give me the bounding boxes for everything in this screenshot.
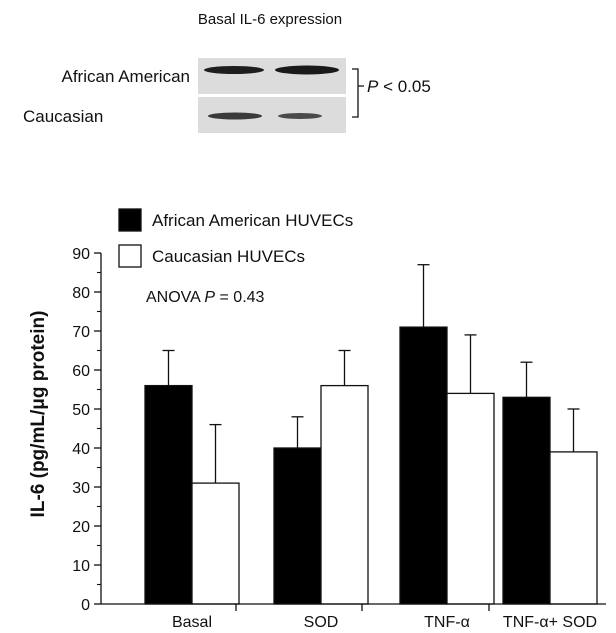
bar-african-american xyxy=(144,384,193,605)
legend-label: Caucasian HUVECs xyxy=(152,247,305,266)
y-tick-label: 60 xyxy=(72,363,90,380)
y-tick-label: 90 xyxy=(72,246,90,263)
legend: African American HUVECs Caucasian HUVECs xyxy=(118,208,353,268)
blot-band-aa-2 xyxy=(275,65,339,75)
y-tick-label: 40 xyxy=(72,441,90,458)
bar-african-american xyxy=(273,447,322,605)
bar-caucasian xyxy=(549,451,598,605)
legend-swatch xyxy=(118,208,142,232)
blot-label-african-american: African American xyxy=(62,67,191,86)
blot-lane-african-american xyxy=(198,58,346,94)
bar-caucasian xyxy=(191,482,240,605)
anova-annotation: ANOVA P = 0.43 xyxy=(146,289,265,306)
y-tick-label: 70 xyxy=(72,324,90,341)
blot-band-cau-2 xyxy=(278,113,322,119)
x-tick-label: Basal xyxy=(172,614,212,631)
blot-label-caucasian: Caucasian xyxy=(23,107,103,126)
blot-band-cau-1 xyxy=(208,112,262,120)
blot-significance: P < 0.05 xyxy=(367,77,431,96)
x-tick-label: TNF-α xyxy=(424,614,470,631)
significance-bracket xyxy=(352,68,364,118)
legend-swatch xyxy=(118,244,142,268)
blot-title: Basal IL-6 expression xyxy=(198,11,342,28)
y-tick-label: 10 xyxy=(72,558,90,575)
bars xyxy=(144,264,598,605)
x-tick-label: SOD xyxy=(304,614,339,631)
bar-caucasian xyxy=(446,392,495,605)
blot-panel: Basal IL-6 expression African American C… xyxy=(23,11,431,133)
y-axis: 0 10 20 30 40 50 60 70 80 90 xyxy=(72,246,102,614)
y-tick-label: 20 xyxy=(72,519,90,536)
legend-label: African American HUVECs xyxy=(152,211,353,230)
bar-caucasian xyxy=(320,384,369,605)
y-tick-label: 50 xyxy=(72,402,90,419)
y-tick-label: 80 xyxy=(72,285,90,302)
y-axis-label: IL-6 (pg/mL/μg protein) xyxy=(28,311,49,518)
x-tick-label: TNF-α+ SOD xyxy=(503,614,597,631)
y-tick-label: 30 xyxy=(72,480,90,497)
x-axis: Basal SOD TNF-α TNF-α+ SOD xyxy=(101,603,606,631)
blot-band-aa-1 xyxy=(204,66,264,74)
bar-african-american xyxy=(399,326,448,605)
y-tick-label: 0 xyxy=(81,597,90,614)
bar-african-american xyxy=(502,396,551,605)
